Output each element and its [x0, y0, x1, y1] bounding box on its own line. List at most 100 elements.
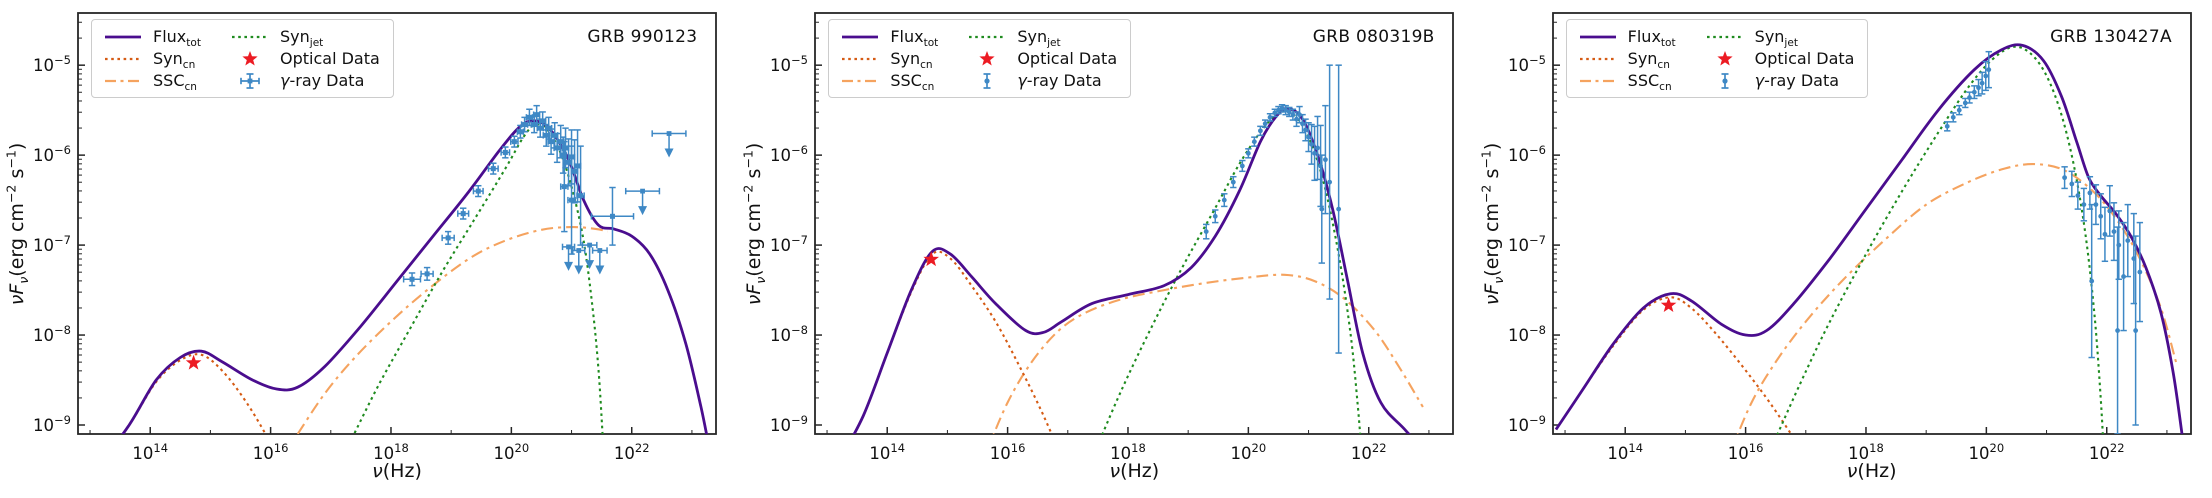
label-part: jet — [1047, 37, 1061, 50]
label-part: jet — [309, 37, 324, 50]
curve-ssc-cn — [1736, 163, 2177, 434]
curve-syn-jet — [352, 123, 604, 434]
upper-limit-arrow-icon — [574, 265, 584, 275]
x-axis-label: ν(Hz) — [1847, 460, 1897, 482]
legend-marker-gamma-ray-data-icon — [240, 72, 260, 89]
label-part: γ — [280, 71, 290, 90]
label-part: cn — [920, 59, 933, 72]
x-axis-label: ν(Hz) — [1109, 460, 1159, 482]
label-part: (erg cm — [743, 203, 766, 277]
upper-limit-arrow-icon — [638, 206, 648, 216]
label-part: ν — [1846, 460, 1858, 482]
x-tick-label: 1016 — [1727, 441, 1763, 463]
label-part: (erg cm — [6, 203, 28, 277]
axis-ticks — [815, 21, 1430, 434]
label-part: Syn — [153, 49, 183, 68]
legend-marker-syn-cn-icon — [105, 57, 141, 60]
legend-label-optical-data: Optical Data — [1755, 49, 1855, 68]
label-part: ν — [753, 276, 769, 284]
x-tick-label: 1020 — [1231, 441, 1267, 463]
label-part: ν — [743, 294, 766, 306]
label-part: −2 — [1478, 184, 1494, 204]
label-part: γ — [1754, 71, 1765, 90]
legend-item-syn-jet: Synjet — [966, 27, 1117, 50]
legend-item-optical-data: Optical Data — [966, 49, 1117, 68]
x-tick-label: 1020 — [1968, 441, 2004, 463]
chart-panel-3: 1014 1016 1018 1020 1022 10−5 10−6 10−7 10−8 10−9… — [1475, 0, 2212, 498]
label-part: −1 — [3, 150, 19, 169]
plot-border — [814, 12, 1455, 435]
label-part: Syn — [1754, 27, 1785, 46]
gamma-ray-data — [1943, 50, 2143, 434]
legend-item-syn-cn: Syncn — [1577, 49, 1676, 72]
legend-label-gamma-ray-data: γ-ray Data — [280, 71, 364, 90]
legend-item-ssc-cn: SSCcn — [102, 71, 201, 94]
label-part: Flux — [153, 27, 187, 46]
y-tick-label: 10−9 — [1508, 413, 1546, 435]
legend-marker-gamma-ray-data-icon — [1721, 72, 1729, 89]
legend-label-flux-tot: Fluxtot — [1628, 27, 1676, 50]
y-tick-label: 10−6 — [33, 143, 71, 165]
label-part: cn — [1657, 59, 1670, 72]
y-tick-label: 10−5 — [770, 53, 808, 75]
legend-item-optical-data: Optical Data — [1704, 49, 1855, 68]
chart-panel-1: 1014 1016 1018 1020 1022 10−5 10−6 10−7 10−8 10−9… — [0, 0, 737, 498]
label-part: s — [1480, 168, 1503, 185]
y-tick-label: 10−5 — [1508, 53, 1546, 75]
label-part: Syn — [1627, 49, 1658, 68]
label-part: Flux — [890, 27, 924, 46]
legend-item-flux-tot: Fluxtot — [1577, 27, 1676, 50]
label-part: (Hz) — [382, 460, 422, 482]
legend-item-syn-cn: Syncn — [102, 49, 201, 72]
curve-syn-jet — [1776, 45, 2104, 434]
legend-marker-ssc-cn-icon — [105, 79, 141, 82]
y-tick-label: 10−5 — [33, 53, 71, 75]
y-tick-label: 10−7 — [33, 233, 71, 255]
legend-label-syn-jet: Synjet — [280, 27, 324, 50]
upper-limit-arrow-icon — [585, 260, 595, 270]
curve-syn-cn — [1554, 296, 1792, 434]
y-tick-label: 10−8 — [33, 323, 71, 345]
label-part: γ — [1017, 71, 1027, 90]
label-part: cn — [182, 59, 196, 72]
x-tick-label: 1014 — [870, 441, 906, 463]
legend-marker-optical-data-icon — [979, 50, 995, 65]
plot-border — [1551, 12, 2192, 435]
legend-item-gamma-ray-data: γ-ray Data — [229, 71, 380, 90]
label-part: cn — [921, 81, 935, 94]
panel-title: GRB 990123 — [587, 27, 698, 47]
curve-ssc-cn — [993, 273, 1425, 434]
y-axis-label: νFν(erg cm−2 s−1) — [3, 142, 31, 306]
y-axis-label: νFν(erg cm−2 s−1) — [1478, 143, 1505, 306]
label-part: (erg cm — [1480, 203, 1503, 277]
upper-limit-arrow-icon — [564, 261, 574, 271]
label-part: -ray Data — [289, 71, 365, 90]
x-tick-label: 1022 — [614, 441, 650, 463]
label-part: ν — [1480, 294, 1503, 306]
x-tick-label: 1018 — [1110, 441, 1146, 463]
curve-syn-jet — [1101, 109, 1362, 434]
legend-item-syn-jet: Synjet — [1704, 27, 1855, 48]
legend: Fluxtot Syncn SSCcn Synjet Optical Data γ-ray… — [828, 19, 1132, 98]
legend-marker-flux-tot-icon — [1579, 35, 1616, 38]
axis-ticks — [1552, 21, 2168, 434]
axis-ticks — [78, 21, 693, 434]
optical-data-point — [185, 354, 202, 370]
label-part: Syn — [280, 27, 310, 46]
legend-label-gamma-ray-data: γ-ray Data — [1755, 71, 1839, 90]
label-part: -ray Data — [1026, 71, 1102, 90]
legend-label-syn-jet: Synjet — [1754, 27, 1798, 48]
curve-flux-tot — [1554, 43, 2184, 434]
label-part: ν — [6, 294, 28, 306]
upper-limit-arrow-icon — [595, 265, 605, 275]
optical-data-point — [923, 251, 940, 267]
label-part: cn — [184, 81, 197, 94]
label-part: ) — [6, 142, 28, 151]
y-tick-label: 10−9 — [33, 413, 71, 435]
label-part: Syn — [890, 49, 921, 68]
label-part: tot — [186, 37, 201, 50]
label-part: tot — [1660, 37, 1676, 50]
sed-plot-1: 1014 1016 1018 1020 1022 10−5 10−6 10−7 10−8 10−9 — [33, 12, 717, 463]
legend-label-gamma-ray-data: γ-ray Data — [1017, 71, 1101, 90]
